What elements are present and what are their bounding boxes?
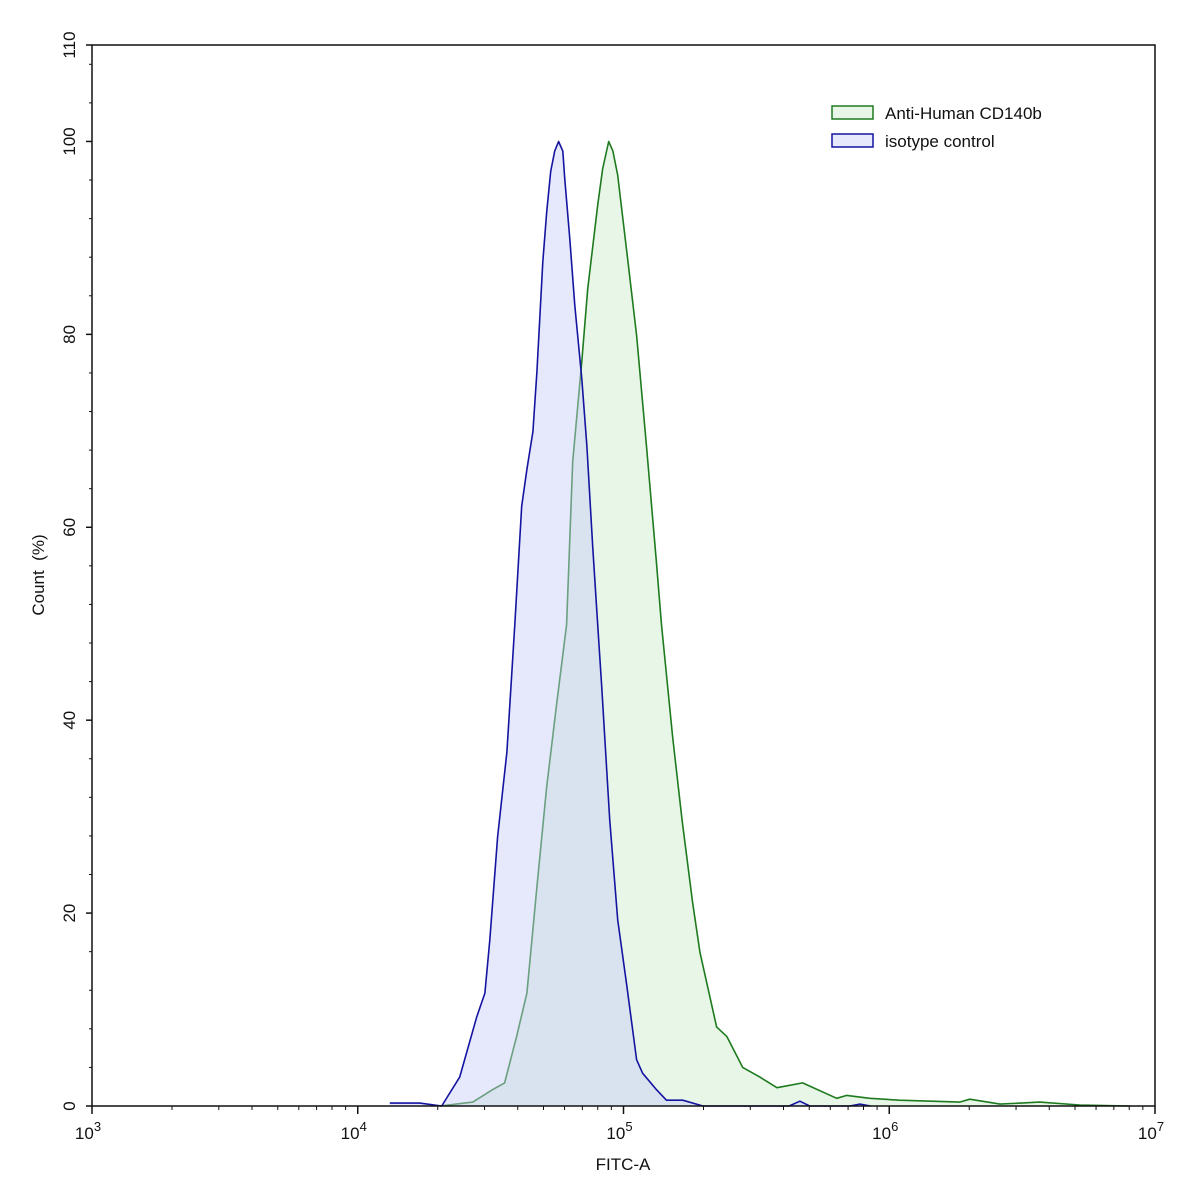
legend-label-cd140b: Anti-Human CD140b: [885, 104, 1042, 123]
series-area-0: [440, 141, 1130, 1106]
legend-swatch-isotype: [831, 133, 874, 148]
x-axis-title: FITC-A: [596, 1155, 651, 1174]
x-tick-label: 107: [1138, 1119, 1164, 1143]
y-axis-title: Count (%): [29, 534, 48, 615]
y-tick-label: 0: [60, 1101, 79, 1110]
y-tick-label: 110: [60, 31, 79, 58]
x-tick-label: 106: [872, 1119, 898, 1143]
axes-layer: 103 104 105 106 107 0 20 40 60 80 100 110: [60, 31, 1164, 1143]
series-area-1: [389, 141, 871, 1106]
y-tick-label: 40: [60, 711, 79, 730]
y-tick-label: 60: [60, 518, 79, 537]
y-tick-label: 80: [60, 325, 79, 344]
x-tick-label: 105: [606, 1119, 632, 1143]
legend-label-isotype: isotype control: [885, 132, 995, 151]
series-line-0: [439, 140, 1130, 1107]
legend-swatch-cd140b: [831, 105, 874, 120]
series-layer: [389, 140, 1130, 1107]
series-line-1: [389, 140, 871, 1107]
y-tick-label: 20: [60, 904, 79, 923]
y-tick-label: 100: [60, 127, 79, 155]
x-tick-label: 103: [75, 1119, 101, 1143]
x-tick-label: 104: [341, 1119, 367, 1143]
legend: Anti-Human CD140b isotype control: [831, 104, 1042, 151]
